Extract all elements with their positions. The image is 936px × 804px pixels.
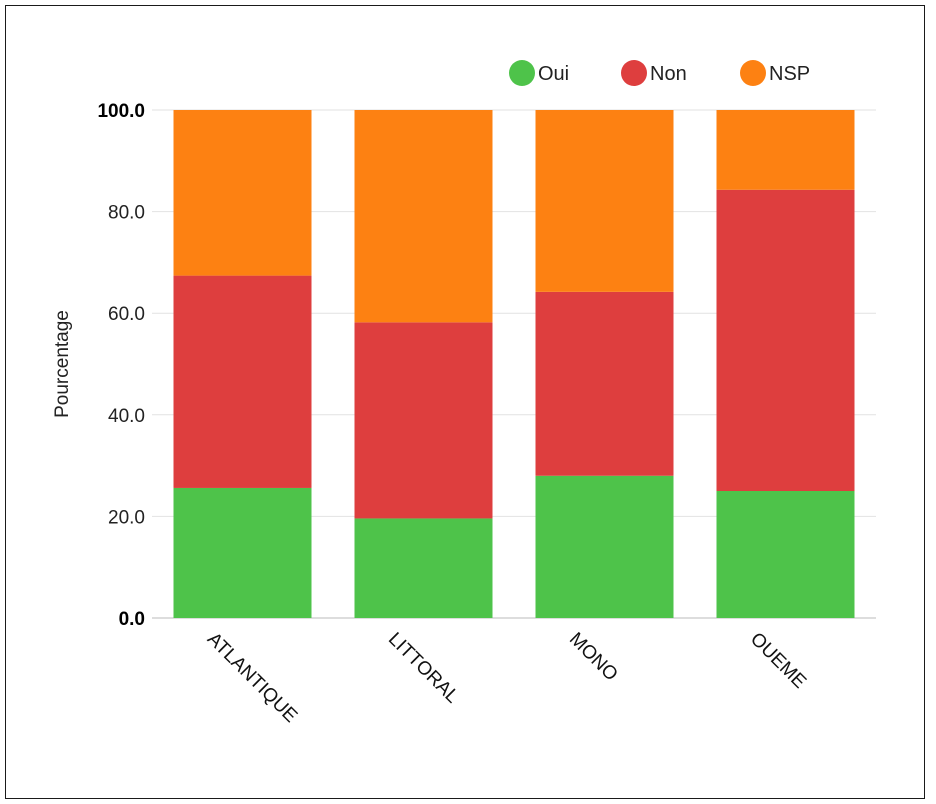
bars [173, 110, 855, 618]
bar-oui-oueme [716, 491, 855, 618]
legend-swatch [740, 60, 766, 86]
y-axis-title: Pourcentage [52, 310, 73, 418]
legend: Oui Non NSP [509, 60, 810, 86]
x-tick-label: MONO [565, 629, 622, 686]
legend-item-non[interactable]: Non [621, 60, 687, 86]
y-tick-label: 100.0 [97, 101, 145, 122]
bar-oui-mono [535, 475, 674, 618]
bar-non-mono [535, 291, 674, 476]
legend-label: Oui [538, 63, 569, 85]
bar-nsp-atlantique [173, 110, 312, 276]
legend-label: Non [650, 63, 687, 85]
x-tick-label: LITTORAL [384, 629, 463, 708]
y-tick-label: 20.0 [108, 507, 145, 528]
y-tick-label: 80.0 [108, 203, 145, 224]
bar-non-littoral [354, 322, 493, 519]
x-tick-label: ATLANTIQUE [203, 629, 301, 727]
bar-nsp-littoral [354, 110, 493, 323]
legend-item-nsp[interactable]: NSP [740, 60, 810, 86]
x-axis: ATLANTIQUE LITTORAL MONO OUEME [203, 629, 810, 727]
bar-nsp-mono [535, 110, 674, 292]
legend-swatch [509, 60, 535, 86]
bar-oui-atlantique [173, 487, 312, 618]
y-axis: 0.0 20.0 40.0 60.0 80.0 100.0 [97, 101, 145, 630]
bar-non-oueme [716, 189, 855, 492]
bar-oui-littoral [354, 518, 493, 618]
y-tick-label: 40.0 [108, 406, 145, 427]
legend-swatch [621, 60, 647, 86]
y-tick-label: 0.0 [119, 609, 145, 630]
bar-non-atlantique [173, 275, 312, 488]
y-tick-label: 60.0 [108, 304, 145, 325]
bar-nsp-oueme [716, 110, 855, 190]
legend-label: NSP [769, 63, 810, 85]
legend-item-oui[interactable]: Oui [509, 60, 569, 86]
x-tick-label: OUEME [746, 629, 810, 693]
